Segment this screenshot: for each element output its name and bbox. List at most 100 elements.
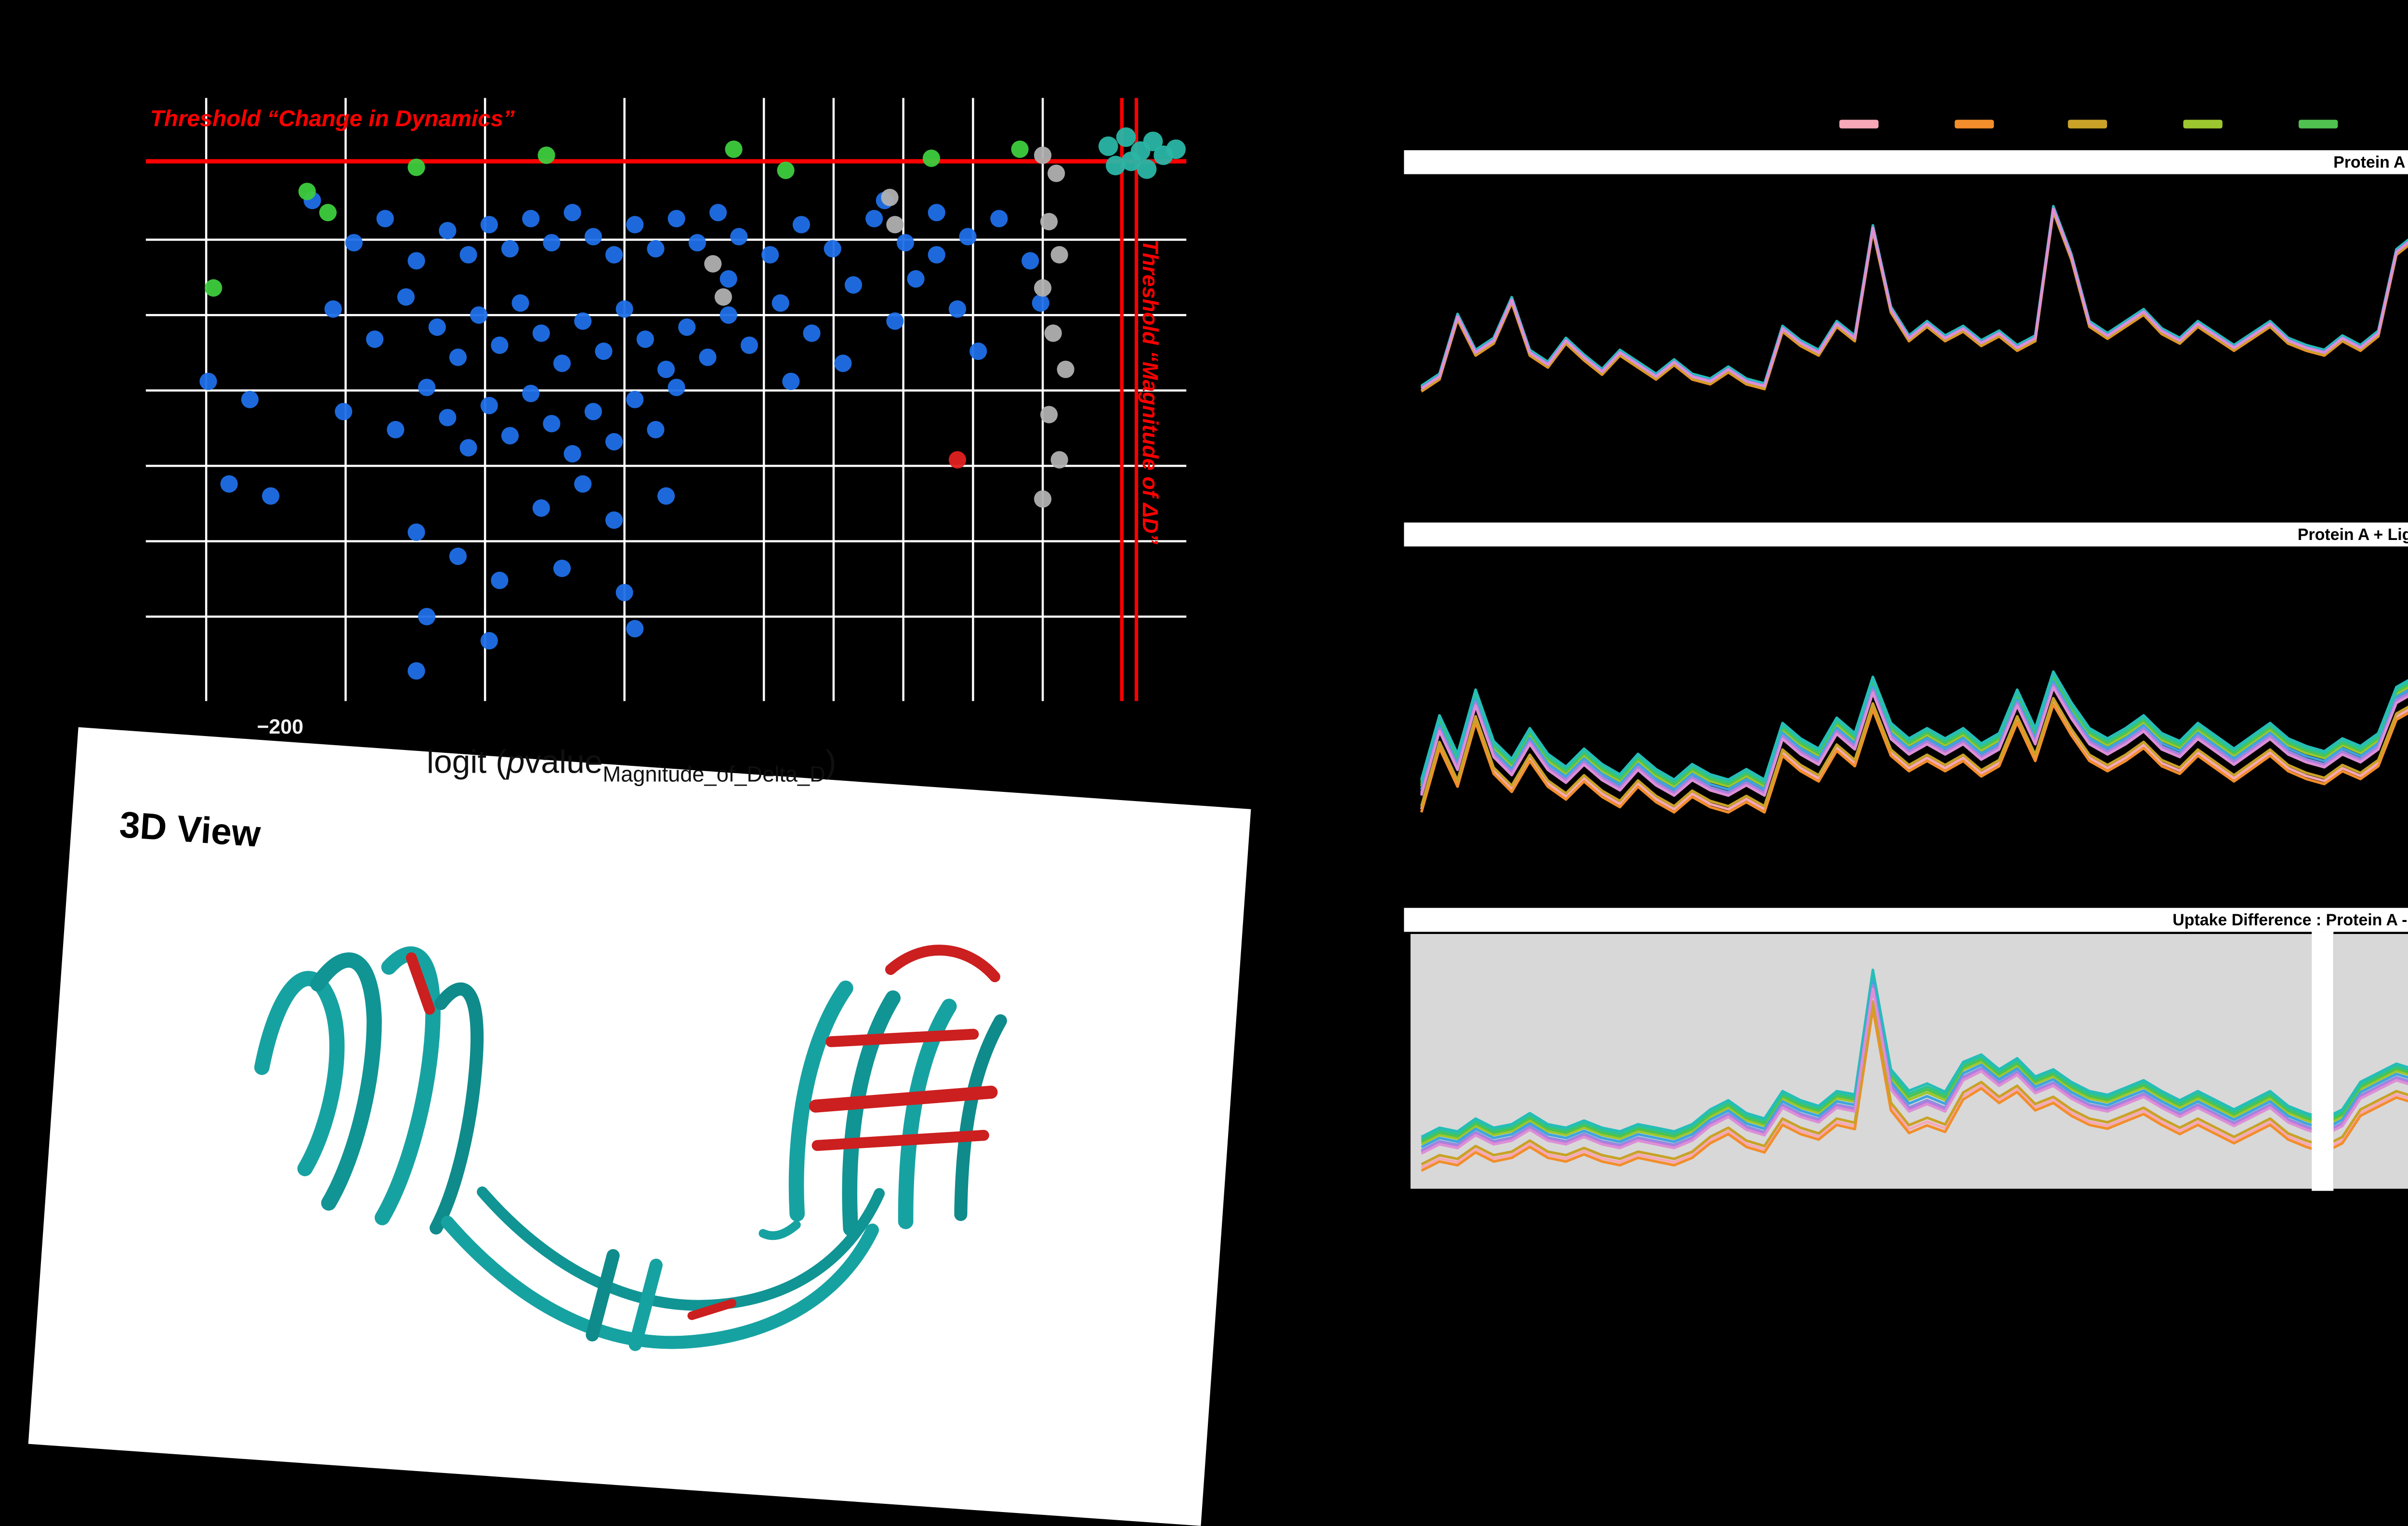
scatter-point-blue[interactable] [720, 306, 737, 324]
scatter-point-blue[interactable] [969, 342, 987, 360]
scatter-point-blue[interactable] [522, 210, 540, 227]
scatter-point-blue[interactable] [511, 294, 529, 312]
scatter-point-blue[interactable] [574, 312, 592, 330]
scatter-point-blue[interactable] [803, 324, 821, 342]
scatter-point-teal[interactable] [1098, 136, 1118, 156]
scatter-point-blue[interactable] [543, 234, 561, 251]
scatter-point-blue[interactable] [563, 204, 581, 222]
scatter-point-green[interactable] [725, 140, 743, 158]
scatter-point-blue[interactable] [615, 583, 633, 602]
scatter-point-blue[interactable] [667, 210, 685, 227]
scatter-point-blue[interactable] [553, 559, 571, 578]
scatter-point-blue[interactable] [532, 324, 550, 342]
scatter-point-blue[interactable] [990, 210, 1008, 227]
scatter-point-blue[interactable] [376, 210, 394, 227]
scatter-point-blue[interactable] [532, 499, 550, 517]
scatter-point-gray[interactable] [1050, 246, 1068, 263]
scatter-point-blue[interactable] [688, 234, 706, 251]
scatter-point-blue[interactable] [709, 204, 727, 222]
scatter-point-gray[interactable] [881, 188, 899, 207]
scatter-point-gray[interactable] [1044, 324, 1062, 342]
scatter-point-blue[interactable] [959, 228, 977, 246]
scatter-point-gray[interactable] [714, 288, 732, 306]
scatter-point-blue[interactable] [324, 300, 342, 318]
legend-swatch[interactable] [2298, 120, 2338, 128]
scatter-point-blue[interactable] [865, 210, 883, 227]
scatter-point-teal[interactable] [1166, 139, 1186, 159]
scatter-point-blue[interactable] [335, 403, 353, 421]
protein-ribbon-structure[interactable] [28, 727, 1251, 1526]
scatter-point-blue[interactable] [948, 300, 967, 318]
scatter-point-blue[interactable] [418, 608, 436, 626]
scatter-point-green[interactable] [777, 161, 795, 179]
scatter-point-blue[interactable] [626, 620, 644, 638]
scatter-point-blue[interactable] [491, 336, 509, 354]
scatter-point-blue[interactable] [428, 318, 446, 336]
scatter-point-blue[interactable] [730, 228, 748, 246]
scatter-point-blue[interactable] [459, 439, 477, 457]
scatter-point-blue[interactable] [449, 348, 467, 366]
scatter-point-blue[interactable] [501, 427, 519, 445]
scatter-point-blue[interactable] [896, 234, 915, 251]
scatter-point-blue[interactable] [199, 372, 217, 390]
scatter-point-blue[interactable] [584, 403, 602, 421]
scatter-point-blue[interactable] [626, 391, 644, 408]
scatter-point-teal[interactable] [1137, 159, 1157, 179]
scatter-point-green[interactable] [205, 279, 222, 297]
scatter-point-blue[interactable] [761, 246, 779, 263]
scatter-point-blue[interactable] [1032, 294, 1049, 312]
scatter-point-blue[interactable] [220, 475, 238, 493]
scatter-point-gray[interactable] [1034, 279, 1052, 297]
scatter-point-green[interactable] [537, 146, 555, 164]
protein-a-uptake-chart[interactable] [1404, 174, 2408, 514]
scatter-point-blue[interactable] [439, 222, 457, 239]
scatter-point-blue[interactable] [647, 240, 665, 258]
scatter-point-green[interactable] [319, 204, 337, 222]
scatter-point-gray[interactable] [886, 216, 904, 234]
scatter-point-blue[interactable] [366, 330, 384, 348]
scatter-point-blue[interactable] [407, 523, 425, 541]
scatter-point-gray[interactable] [1057, 360, 1074, 378]
scatter-point-green[interactable] [1011, 140, 1029, 158]
scatter-point-blue[interactable] [667, 379, 685, 396]
scatter-point-blue[interactable] [740, 336, 758, 354]
scatter-point-blue[interactable] [407, 662, 425, 680]
scatter-point-blue[interactable] [605, 246, 623, 263]
scatter-point-blue[interactable] [501, 240, 519, 258]
scatter-point-blue[interactable] [844, 276, 863, 294]
scatter-point-blue[interactable] [792, 216, 810, 234]
legend-swatch[interactable] [2183, 120, 2223, 128]
scatter-point-blue[interactable] [834, 355, 852, 372]
scatter-point-blue[interactable] [241, 391, 259, 408]
scatter-point-teal[interactable] [1143, 132, 1163, 151]
scatter-point-blue[interactable] [522, 384, 540, 402]
scatter-point-gray[interactable] [1050, 451, 1068, 469]
scatter-point-blue[interactable] [387, 421, 405, 439]
scatter-point-blue[interactable] [397, 288, 415, 306]
scatter-point-blue[interactable] [543, 415, 561, 433]
scatter-point-green[interactable] [407, 158, 425, 176]
scatter-point-blue[interactable] [345, 234, 363, 251]
scatter-point-blue[interactable] [574, 475, 592, 493]
scatter-point-blue[interactable] [615, 300, 633, 318]
scatter-point-green[interactable] [298, 183, 316, 200]
scatter-point-green[interactable] [922, 149, 941, 167]
scatter-point-gray[interactable] [1040, 212, 1058, 231]
scatter-point-gray[interactable] [1034, 490, 1052, 508]
scatter-point-blue[interactable] [720, 270, 737, 288]
scatter-point-blue[interactable] [563, 445, 581, 463]
scatter-point-blue[interactable] [636, 330, 654, 348]
scatter-point-blue[interactable] [824, 240, 841, 258]
scatter-point-blue[interactable] [605, 511, 623, 529]
scatter-point-blue[interactable] [657, 487, 675, 505]
scatter-point-teal[interactable] [1116, 127, 1136, 147]
scatter-point-blue[interactable] [647, 421, 665, 439]
protein-a-ligand-uptake-chart[interactable] [1404, 546, 2408, 895]
scatter-point-blue[interactable] [459, 246, 477, 263]
scatter-point-blue[interactable] [605, 433, 623, 451]
scatter-point-blue[interactable] [407, 252, 425, 270]
scatter-point-blue[interactable] [928, 246, 945, 263]
scatter-point-gray[interactable] [1034, 146, 1052, 164]
scatter-point-blue[interactable] [1021, 252, 1039, 270]
scatter-point-blue[interactable] [595, 342, 613, 360]
